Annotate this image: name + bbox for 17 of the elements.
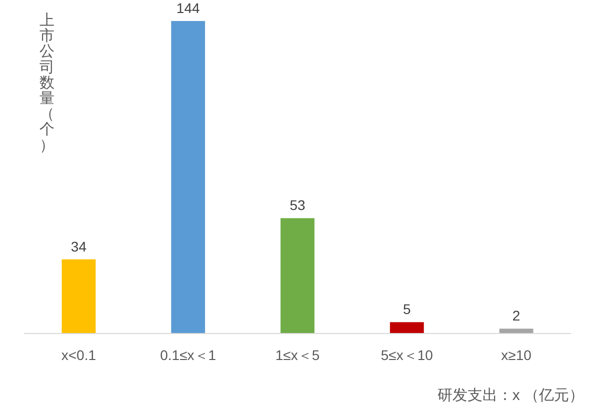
text: 上市公司数量（个） xyxy=(40,12,54,154)
x-axis-title: 研发支出：x （亿元） xyxy=(437,387,584,404)
bar xyxy=(499,328,534,333)
data-label: 34 xyxy=(70,238,87,254)
x-tick-label: 0.1≤x＜1 xyxy=(160,347,216,363)
bar xyxy=(62,259,96,333)
bar xyxy=(171,21,206,333)
bar xyxy=(390,322,424,333)
x-tick-label: 5≤x＜10 xyxy=(380,347,434,363)
x-tick-label: 1≤x＜5 xyxy=(275,347,320,363)
data-label: 53 xyxy=(290,197,306,214)
x-tick-label: x<0.1 xyxy=(61,347,96,363)
bar xyxy=(280,218,314,333)
data-label: 2 xyxy=(512,308,520,324)
data-label: 144 xyxy=(176,0,200,16)
data-label: 5 xyxy=(403,301,411,318)
x-tick-label: x≥10 xyxy=(501,347,532,363)
